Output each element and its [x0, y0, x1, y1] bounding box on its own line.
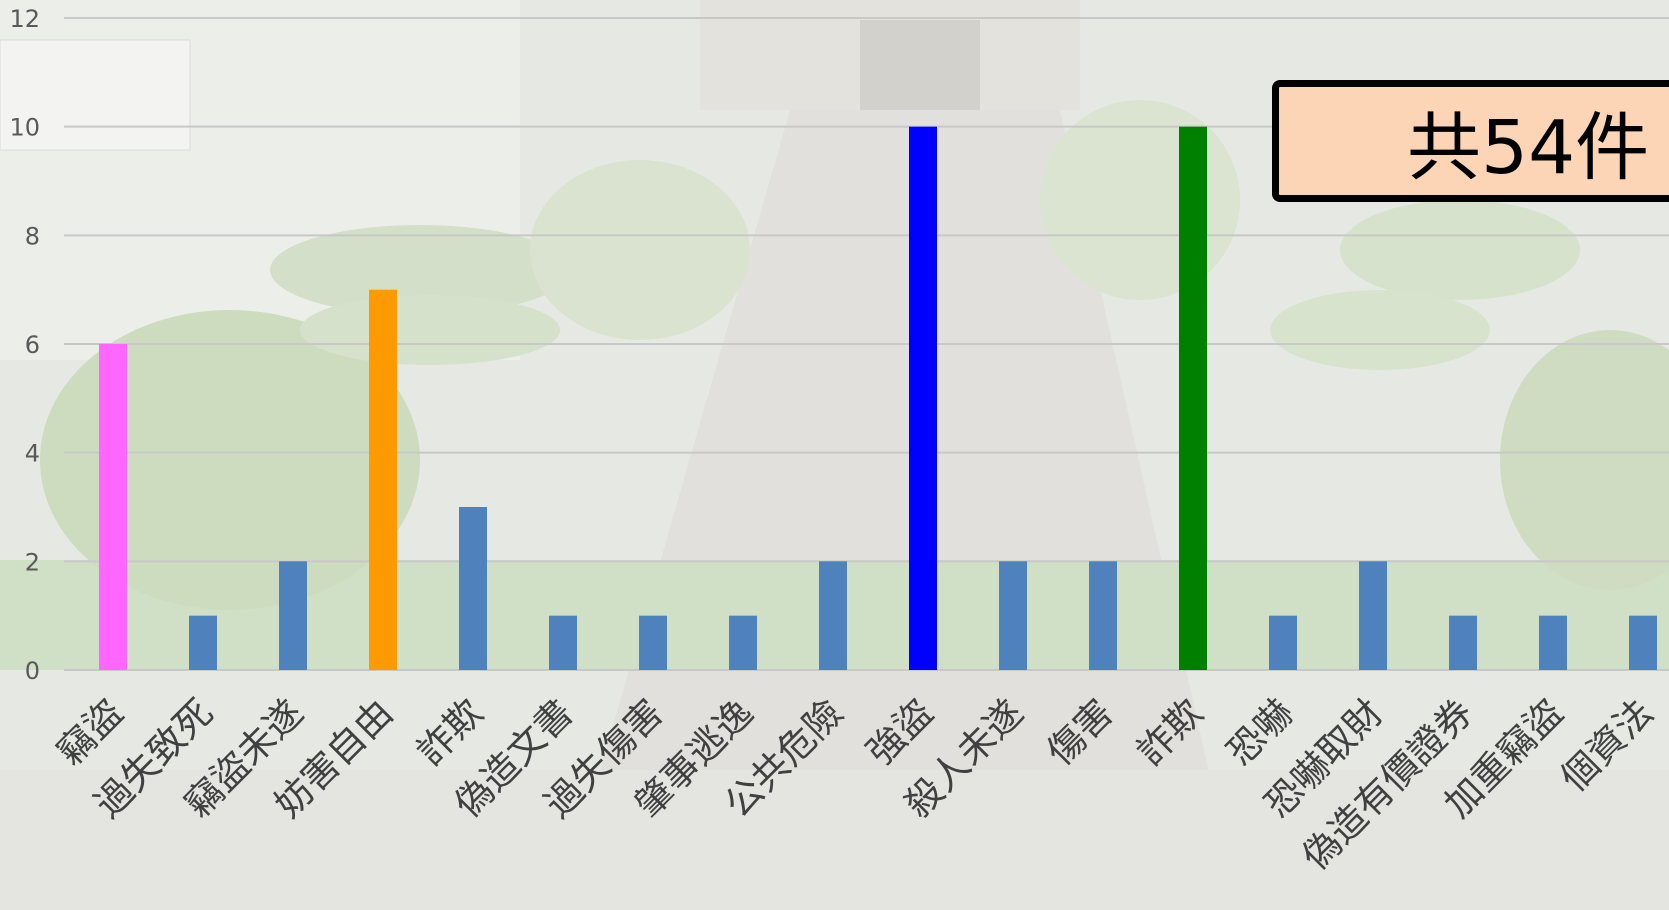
bar: [1269, 615, 1297, 670]
y-tick-label: 10: [9, 114, 40, 142]
x-tick-label: 傷害: [1039, 691, 1122, 774]
bar: [1629, 615, 1657, 670]
bar: [639, 615, 667, 670]
bar: [1089, 561, 1117, 670]
bar: [369, 289, 397, 670]
x-tick-label: 恐嚇: [1219, 691, 1302, 774]
x-tick-label: 詐欺: [409, 691, 492, 774]
x-tick-label: 強盜: [859, 691, 942, 774]
total-count-text: 共54件: [1407, 104, 1650, 191]
bar: [549, 615, 577, 670]
bar: [1179, 126, 1207, 670]
gridlines: [64, 17, 1669, 671]
y-axis-tick-labels: 0 2 4 6 8 10 12: [9, 5, 40, 685]
bar: [1449, 615, 1477, 670]
bar: [819, 561, 847, 670]
x-tick-label: 竊盜: [49, 691, 132, 774]
total-count-annotation: 共54件: [1272, 80, 1669, 202]
x-tick-label: 詐欺: [1129, 691, 1212, 774]
y-tick-label: 0: [25, 657, 40, 685]
x-tick-label: 個資法: [1552, 691, 1661, 800]
bar: [1539, 615, 1567, 670]
bar: [279, 561, 307, 670]
bar: [189, 615, 217, 670]
bar: [909, 126, 937, 670]
bar: [1359, 561, 1387, 670]
bar: [729, 615, 757, 670]
y-tick-label: 2: [25, 548, 40, 576]
y-tick-label: 8: [25, 222, 40, 250]
y-tick-label: 6: [25, 331, 40, 359]
bar: [999, 561, 1027, 670]
bar: [459, 507, 487, 670]
bar: [99, 344, 127, 670]
y-tick-label: 4: [25, 440, 40, 468]
y-tick-label: 12: [9, 5, 40, 33]
bars: [99, 126, 1657, 670]
